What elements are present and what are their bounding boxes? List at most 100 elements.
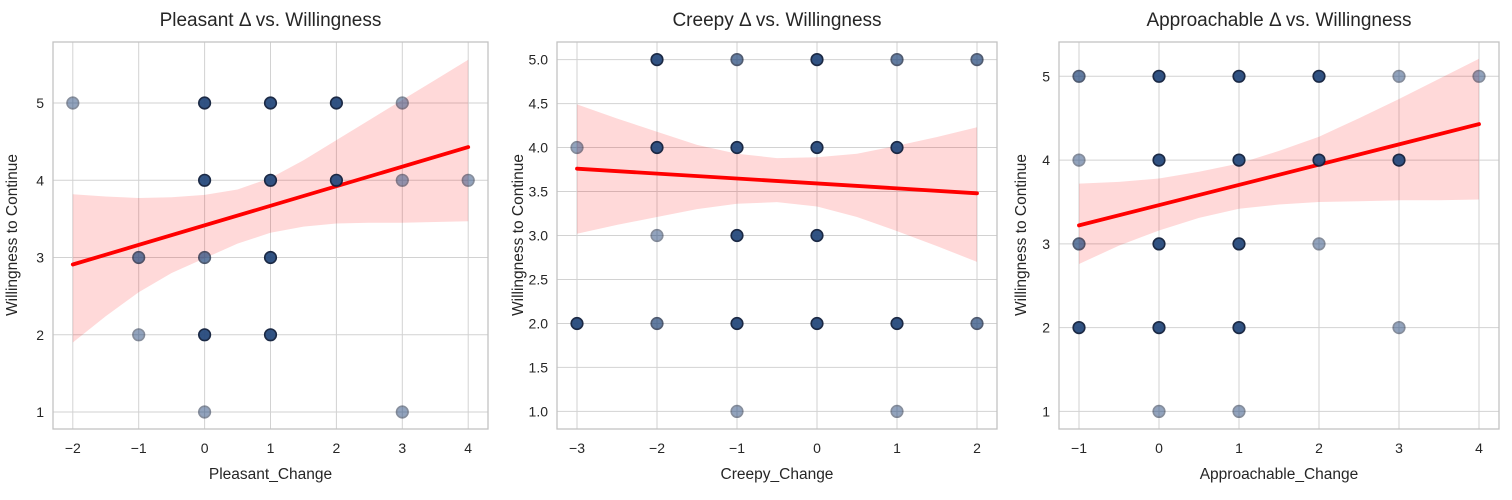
data-point (329, 173, 344, 187)
data-point (650, 140, 664, 155)
confidence-band (1079, 58, 1479, 264)
chart-title: Creepy Δ vs. Willingness (672, 10, 882, 31)
plot-area-pleasant: −2 −1 0 1 2 3 4 1 2 3 4 5 (0, 0, 504, 500)
data-point (198, 405, 212, 419)
data-point (1152, 321, 1166, 335)
data-point (570, 140, 584, 155)
plot-svg: −2 −1 0 1 2 3 4 1 2 3 4 5 (36, 41, 489, 456)
data-point (1072, 153, 1086, 167)
data-point (1232, 153, 1246, 167)
x-tick-label: 4 (464, 440, 472, 456)
data-point (263, 328, 278, 342)
y-tick-label: 3.0 (529, 228, 549, 244)
data-point (263, 250, 278, 265)
regression-line (1077, 122, 1481, 228)
data-point (810, 228, 824, 243)
data-point (650, 228, 664, 243)
y-tick-label: 4 (36, 172, 44, 188)
data-point (198, 328, 212, 342)
data-point (132, 328, 146, 342)
y-tick-label: 4.0 (529, 140, 549, 156)
confidence-band (577, 104, 977, 262)
data-point (198, 250, 212, 265)
data-point (1472, 69, 1486, 83)
confidence-band (72, 59, 469, 343)
data-point (890, 316, 904, 331)
x-tick-label: 1 (267, 440, 275, 456)
x-axis-label: Creepy_Change (720, 466, 834, 483)
data-point (1232, 237, 1246, 251)
data-point (66, 96, 80, 110)
data-point (970, 52, 984, 67)
data-point (650, 52, 664, 67)
y-tick-label: 5 (1042, 68, 1050, 84)
data-point (730, 140, 744, 155)
data-point (730, 316, 744, 331)
data-point (890, 404, 904, 419)
plot-area-approachable: −1 0 1 2 3 4 1 2 3 4 5 (1008, 0, 1512, 500)
y-tick-label: 1 (36, 404, 44, 420)
x-tick-label: 3 (1395, 440, 1403, 456)
x-axis-label: Approachable_Change (1199, 466, 1359, 483)
x-tick-label: −1 (1071, 440, 1087, 456)
regression-line (575, 166, 979, 196)
data-point (1152, 69, 1166, 83)
y-tick-label: 2 (36, 327, 44, 343)
y-tick-label: 1.0 (529, 403, 549, 419)
x-tick-label: −2 (649, 440, 665, 456)
chart-approachable-delta: Approachable Δ vs. Willingness Willingne… (1008, 0, 1512, 500)
data-point (1392, 69, 1406, 83)
data-point (132, 250, 146, 265)
axes-frame (556, 41, 998, 430)
data-point (810, 316, 824, 331)
x-tick-label: −1 (131, 440, 147, 456)
x-tick-label: 0 (1155, 440, 1163, 456)
data-point (395, 405, 409, 419)
data-point (1072, 237, 1086, 251)
chart-title: Pleasant Δ vs. Willingness (159, 10, 382, 31)
plot-svg: −1 0 1 2 3 4 1 2 3 4 5 (1042, 41, 1500, 456)
x-tick-label: −1 (729, 440, 745, 456)
y-tick-label: 5.0 (529, 52, 549, 68)
x-tick-label: 2 (333, 440, 341, 456)
chart-creepy-delta: Creepy Δ vs. Willingness Willingness to … (504, 0, 1008, 500)
data-point (1392, 153, 1406, 167)
x-tick-label: 3 (398, 440, 406, 456)
y-tick-label: 3 (1042, 236, 1050, 252)
data-point (1232, 404, 1246, 419)
y-tick-label: 5 (36, 95, 44, 111)
data-point (1232, 321, 1246, 335)
x-axis-label: Pleasant_Change (208, 466, 333, 483)
axes-frame (1058, 41, 1500, 430)
y-tick-label: 3 (36, 250, 44, 266)
x-tick-label: 0 (813, 440, 821, 456)
data-point (395, 96, 409, 110)
chart-pleasant-delta: Pleasant Δ vs. Willingness Willingness t… (0, 0, 504, 500)
data-point (1392, 321, 1406, 335)
y-tick-label: 2.0 (529, 316, 549, 332)
data-point (461, 173, 475, 187)
data-point (263, 173, 278, 187)
data-point (730, 228, 744, 243)
data-point (810, 140, 824, 155)
x-tick-label: 2 (1315, 440, 1323, 456)
data-point (329, 96, 344, 110)
axes-frame (52, 41, 489, 430)
y-tick-label: 1 (1042, 403, 1050, 419)
data-point (395, 173, 409, 187)
data-point (810, 52, 824, 67)
y-tick-label: 4.5 (529, 96, 549, 112)
x-tick-label: −3 (569, 440, 585, 456)
data-point (890, 52, 904, 67)
x-tick-label: −2 (65, 440, 81, 456)
data-point (730, 404, 744, 419)
data-point (198, 96, 212, 110)
y-tick-label: 2.5 (529, 272, 549, 288)
data-point (890, 140, 904, 155)
data-point (650, 316, 664, 331)
data-point (1072, 321, 1086, 335)
regression-line (70, 145, 471, 267)
data-point (1072, 69, 1086, 83)
y-tick-label: 2 (1042, 320, 1050, 336)
